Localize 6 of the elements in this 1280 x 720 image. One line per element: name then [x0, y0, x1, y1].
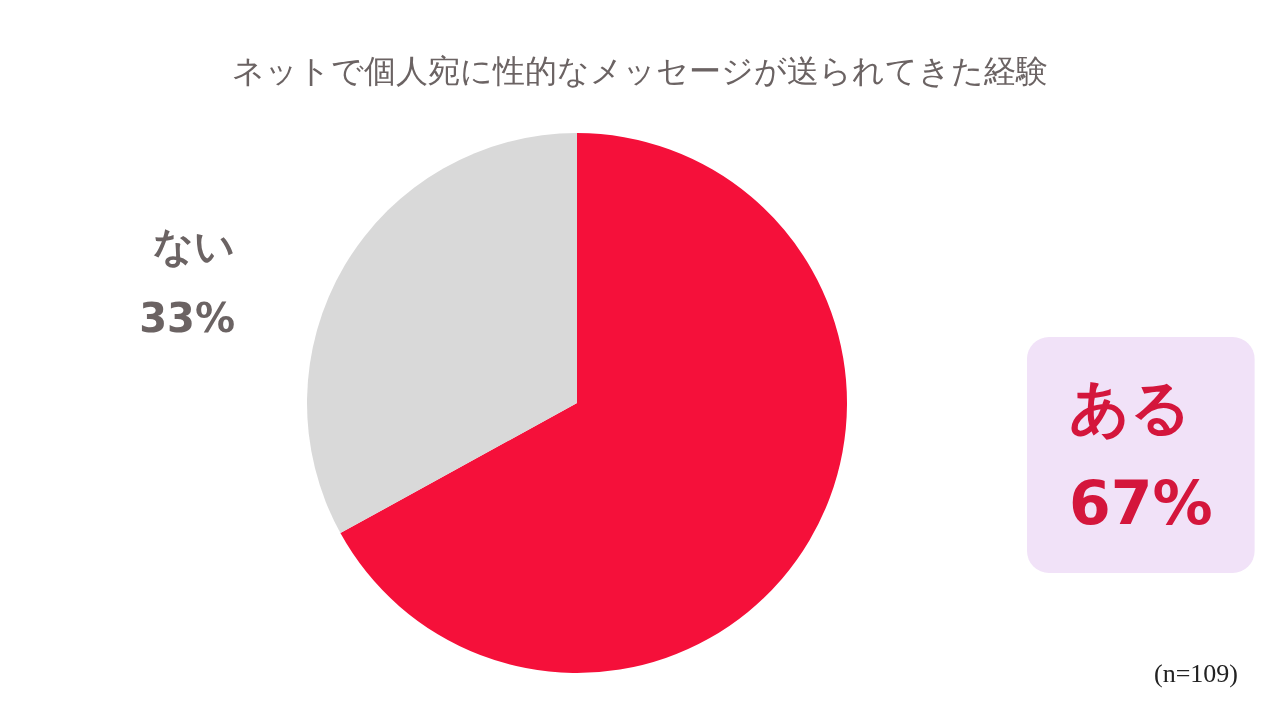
- chart-title: ネットで個人宛に性的なメッセージが送られてきた経験: [232, 52, 1048, 90]
- text: (n=109): [1154, 658, 1238, 688]
- data-label: 33%: [139, 295, 235, 341]
- data-label: 67%: [1069, 468, 1213, 538]
- slice-label: ある: [1069, 372, 1191, 442]
- slice-label: ない: [153, 223, 235, 269]
